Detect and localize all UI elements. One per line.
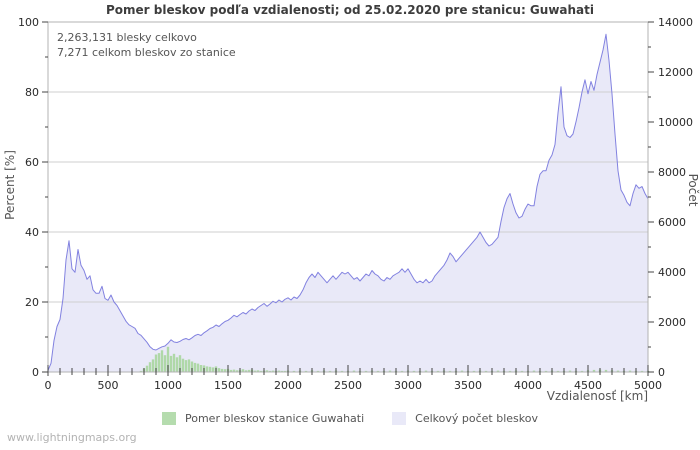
y-right-tick-label: 14000: [658, 16, 693, 29]
y-left-tick-label: 80: [25, 86, 39, 99]
x-tick-label: 5000: [634, 379, 662, 392]
y-right-tick-label: 2000: [658, 316, 686, 329]
y-axis-right-title-group: Počet: [686, 174, 700, 207]
y-left-tick-label: 100: [18, 16, 39, 29]
y-axis-right-title: Počet: [686, 174, 700, 207]
x-tick-label: 2000: [274, 379, 302, 392]
y-axis-left-title-group: Percent [%]: [3, 150, 17, 220]
totals-annotation: 2,263,131 blesky celkovo 7,271 celkom bl…: [57, 30, 236, 60]
x-tick-labels: 0 500 1000 1500 2000 2500 3000 3500 4000 4500 5000: [45, 379, 663, 392]
x-tick-label: 0: [45, 379, 52, 392]
legend-item-station: Pomer bleskov stanice Guwahati: [162, 412, 364, 425]
gridlines: [48, 91, 648, 303]
x-tick-label: 3000: [394, 379, 422, 392]
legend: Pomer bleskov stanice Guwahati Celkový p…: [0, 412, 700, 425]
x-tick-label: 4000: [514, 379, 542, 392]
total-flashes-line: 2,263,131 blesky celkovo: [57, 31, 197, 44]
y-left-tick-label: 20: [25, 296, 39, 309]
y-left-tick-label: 60: [25, 156, 39, 169]
x-tick-label: 1000: [154, 379, 182, 392]
y-left-tick-labels: 0 20 40 60 80 100: [18, 16, 39, 379]
y-left-tick-label: 40: [25, 226, 39, 239]
y-axis-left-title: Percent [%]: [3, 150, 17, 220]
chart-title: Pomer bleskov podľa vzdialenosti; od 25.…: [106, 3, 594, 17]
x-tick-label: 1500: [214, 379, 242, 392]
y-right-tick-label: 4000: [658, 266, 686, 279]
x-axis-title: Vzdialenosť [km]: [547, 389, 648, 403]
y-right-tick-labels: 0 2000 4000 6000 8000 10000 12000 14000: [658, 16, 693, 379]
legend-swatch-total: [392, 412, 407, 425]
y-axis-left-ticks: [42, 21, 48, 373]
y-right-tick-label: 8000: [658, 166, 686, 179]
total-area-series: [48, 34, 648, 373]
legend-item-total: Celkový počet bleskov: [392, 412, 538, 425]
legend-label-total: Celkový počet bleskov: [415, 412, 538, 425]
x-tick-label: 500: [98, 379, 119, 392]
x-axis-title-group: Vzdialenosť [km]: [547, 389, 648, 403]
x-tick-label: 4500: [574, 379, 602, 392]
total-curve-line: [47, 33, 649, 371]
legend-label-station: Pomer bleskov stanice Guwahati: [185, 412, 365, 425]
y-right-tick-label: 0: [658, 366, 665, 379]
y-right-tick-label: 12000: [658, 66, 693, 79]
y-right-tick-label: 10000: [658, 116, 693, 129]
legend-swatch-station: [162, 412, 176, 425]
x-tick-label: 2500: [334, 379, 362, 392]
watermark-link: www.lightningmaps.org: [7, 431, 137, 444]
x-axis-ticks: [47, 365, 649, 376]
y-axis-right-ticks: [648, 21, 654, 373]
y-left-tick-label: 0: [32, 366, 39, 379]
y-right-tick-label: 6000: [658, 216, 686, 229]
x-tick-label: 3500: [454, 379, 482, 392]
station-flashes-line: 7,271 celkom bleskov zo stanice: [57, 46, 236, 59]
